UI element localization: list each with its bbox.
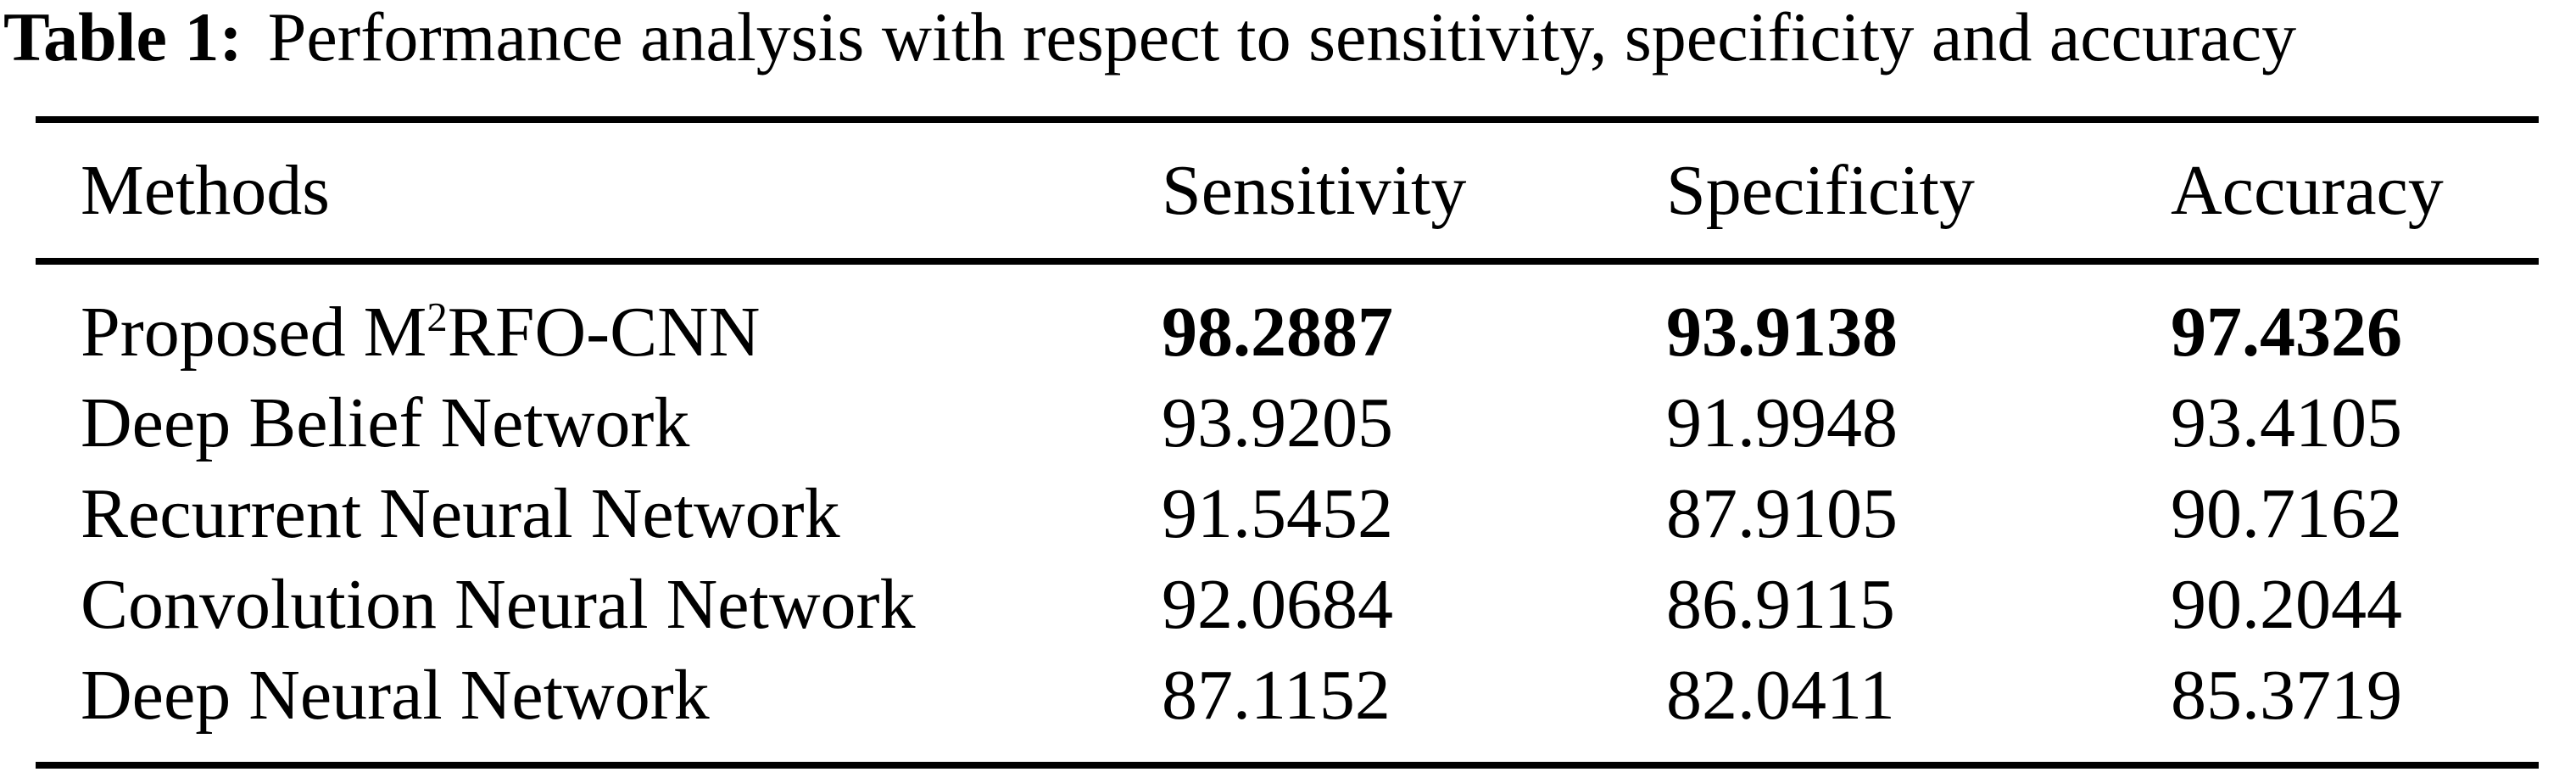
table-header-rule bbox=[36, 258, 2539, 265]
accuracy-value: 85.3719 bbox=[2171, 656, 2402, 735]
column-header-sensitivity: Sensitivity bbox=[1162, 151, 1467, 230]
accuracy-value: 93.4105 bbox=[2171, 383, 2402, 462]
specificity-value: 93.9138 bbox=[1666, 293, 1898, 372]
method-name-superscript: 2 bbox=[427, 294, 448, 340]
table-row-recurrent-neural-network: Recurrent Neural Network 91.5452 87.9105… bbox=[36, 468, 2539, 559]
accuracy-value: 97.4326 bbox=[2171, 293, 2402, 372]
specificity-value: 86.9115 bbox=[1666, 565, 1895, 644]
method-name-prefix: Proposed M bbox=[81, 293, 427, 372]
sensitivity-value: 91.5452 bbox=[1162, 474, 1393, 553]
table-top-rule bbox=[36, 116, 2539, 123]
sensitivity-value: 87.1152 bbox=[1162, 656, 1391, 735]
method-name: Deep Neural Network bbox=[81, 656, 710, 735]
method-name: Convolution Neural Network bbox=[81, 565, 916, 644]
method-name-suffix: RFO-CNN bbox=[447, 293, 761, 372]
table-body: Proposed M2RFO-CNN 98.2887 93.9138 97.43… bbox=[36, 265, 2539, 762]
table-caption-text: Performance analysis with respect to sen… bbox=[267, 0, 2297, 76]
sensitivity-value: 92.0684 bbox=[1162, 565, 1393, 644]
method-name: Recurrent Neural Network bbox=[81, 474, 840, 553]
specificity-value: 87.9105 bbox=[1666, 474, 1898, 553]
table-caption: Table 1: Performance analysis with respec… bbox=[3, 0, 2296, 80]
table-header-row: Methods Sensitivity Specificity Accuracy bbox=[36, 123, 2539, 258]
method-name: Deep Belief Network bbox=[81, 383, 690, 462]
accuracy-value: 90.7162 bbox=[2171, 474, 2402, 553]
column-header-accuracy: Accuracy bbox=[2171, 151, 2444, 230]
sensitivity-value: 93.9205 bbox=[1162, 383, 1393, 462]
specificity-value: 91.9948 bbox=[1666, 383, 1898, 462]
accuracy-value: 90.2044 bbox=[2171, 565, 2402, 644]
table-row-deep-belief-network: Deep Belief Network 93.9205 91.9948 93.4… bbox=[36, 378, 2539, 468]
table-row-deep-neural-network: Deep Neural Network 87.1152 82.0411 85.3… bbox=[36, 650, 2539, 741]
column-header-methods: Methods bbox=[81, 151, 330, 230]
table-caption-number: Table 1: bbox=[3, 0, 243, 76]
sensitivity-value: 98.2887 bbox=[1162, 293, 1393, 372]
column-header-specificity: Specificity bbox=[1666, 151, 1975, 230]
performance-table: Methods Sensitivity Specificity Accuracy… bbox=[36, 116, 2539, 769]
method-name: Proposed M2RFO-CNN bbox=[81, 291, 1162, 373]
table-row-proposed-m2rfo-cnn: Proposed M2RFO-CNN 98.2887 93.9138 97.43… bbox=[36, 287, 2539, 378]
specificity-value: 82.0411 bbox=[1666, 656, 1895, 735]
table-bottom-rule bbox=[36, 762, 2539, 769]
table-row-convolution-neural-network: Convolution Neural Network 92.0684 86.91… bbox=[36, 559, 2539, 650]
